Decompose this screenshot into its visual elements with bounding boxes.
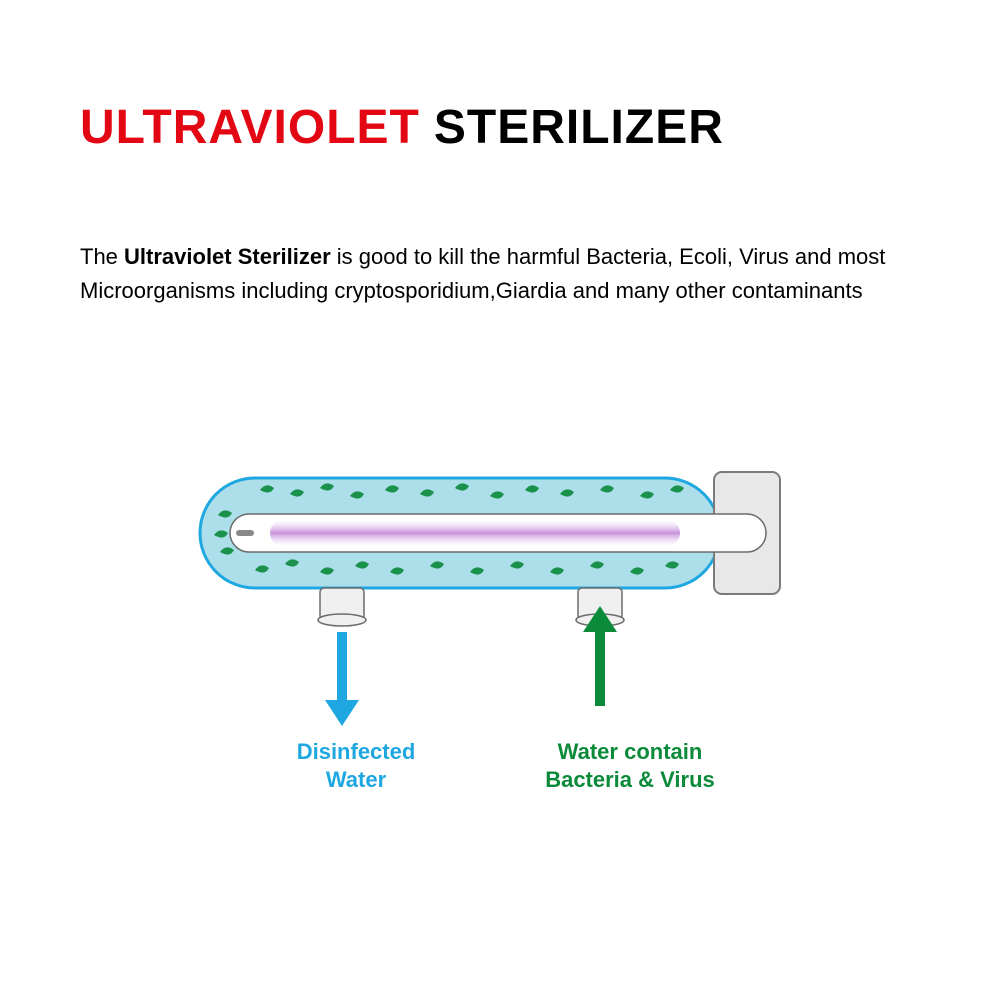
label-out-l2: Water xyxy=(326,767,386,792)
description-text: The Ultraviolet Sterilizer is good to ki… xyxy=(80,240,920,308)
label-in-l1: Water contain xyxy=(558,739,703,764)
label-out-l1: Disinfected xyxy=(297,739,416,764)
label-disinfected-water: Disinfected Water xyxy=(266,738,446,793)
page-title: ULTRAVIOLET STERILIZER xyxy=(80,100,950,155)
desc-prefix: The xyxy=(80,244,124,269)
title-word-2: STERILIZER xyxy=(434,100,724,155)
label-water-contain-bacteria: Water contain Bacteria & Virus xyxy=(510,738,750,793)
uv-sterilizer-diagram: Disinfected Water Water contain Bacteria… xyxy=(170,460,830,840)
desc-bold: Ultraviolet Sterilizer xyxy=(124,244,331,269)
title-word-1: ULTRAVIOLET xyxy=(80,100,420,155)
label-in-l2: Bacteria & Virus xyxy=(545,767,715,792)
